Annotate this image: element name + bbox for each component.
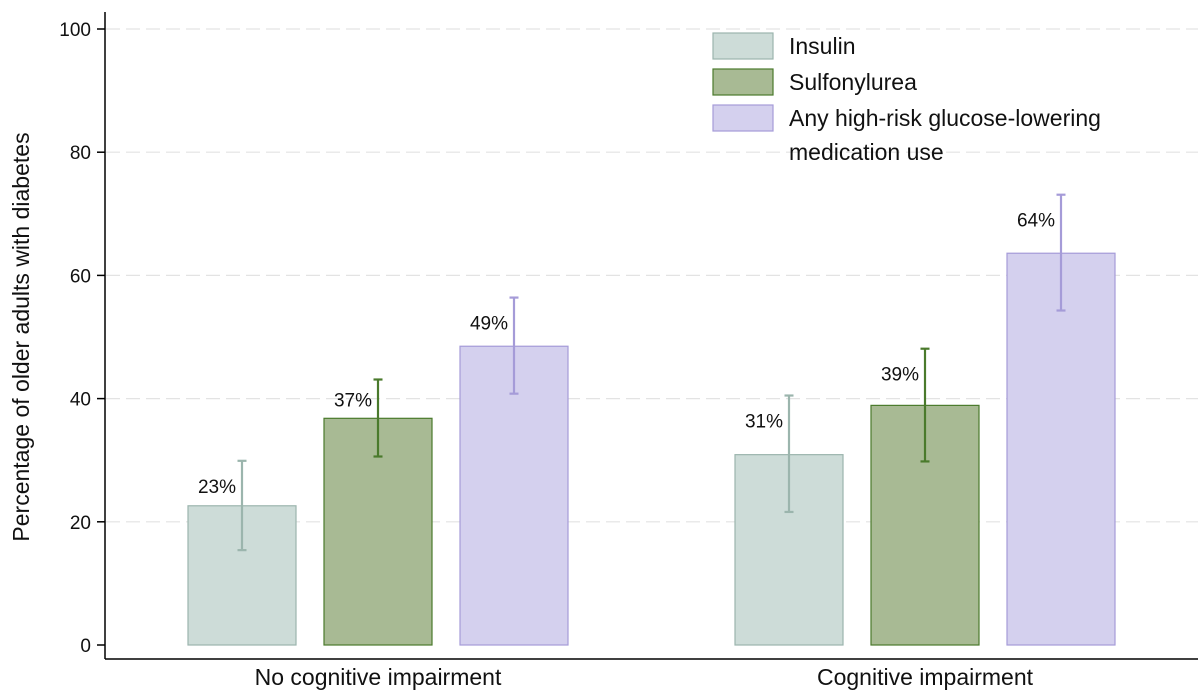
y-tick-label: 80 [70,143,91,164]
data-label: 39% [881,365,919,386]
category-label: Cognitive impairment [817,664,1034,690]
legend-swatch [712,104,774,132]
data-label: 64% [1017,211,1055,232]
data-label: 23% [198,477,236,498]
y-axis-title: Percentage of older adults with diabetes [8,132,34,541]
y-tick-label: 100 [59,20,91,41]
legend-label: Sulfonylurea [789,69,917,95]
bars: 23% 31% 37% 39% 49% 64% [187,193,1116,646]
bar [1006,252,1116,646]
data-label: 31% [745,412,783,433]
legend-swatch [712,68,774,96]
y-tick-label: 20 [70,513,91,534]
legend-label: Insulin [789,33,855,59]
y-ticks: 0 20 40 60 80 100 [59,20,105,657]
data-label: 49% [470,314,508,335]
legend-label: medication use [789,139,944,165]
legend: Insulin Sulfonylurea Any high-risk glucose… [712,32,1101,165]
data-label: 37% [334,390,372,411]
category-labels: No cognitive impairment Cognitive impairm… [255,664,1034,690]
y-tick-label: 0 [80,636,91,657]
legend-swatch [712,32,774,60]
category-label: No cognitive impairment [255,664,502,690]
y-tick-label: 40 [70,390,91,411]
legend-label: Any high-risk glucose-lowering [789,105,1101,131]
axes [104,12,1198,660]
bar [459,345,569,646]
y-tick-label: 60 [70,266,91,287]
